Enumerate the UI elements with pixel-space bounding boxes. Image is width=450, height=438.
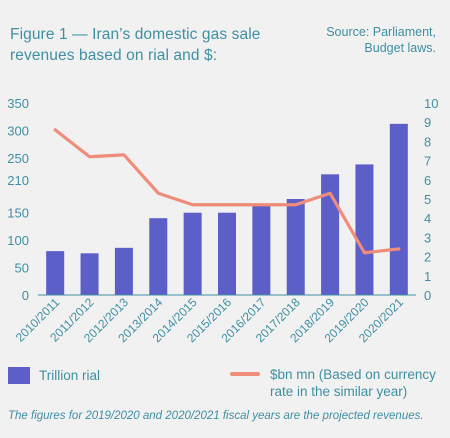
source-line-2: Budget laws. [364, 41, 436, 55]
bar-2013-2014 [149, 218, 168, 295]
y-right-tick-label: 7 [424, 154, 431, 169]
right-axis-ticks: 0 1 2 3 4 5 6 7 8 9 10 [424, 96, 438, 303]
y-right-tick-label: 6 [424, 173, 431, 188]
y-right-tick-label: 0 [424, 288, 431, 303]
y-right-tick-label: 10 [424, 96, 438, 111]
x-axis-ticks: 2010/20112011/20122012/20132013/20142014… [13, 295, 406, 345]
bar-2011-2012 [80, 253, 99, 295]
bar-2018-2019 [321, 174, 340, 295]
y-left-tick-label: 150 [7, 206, 29, 221]
legend-label-trillion-rial: Trillion rial [39, 368, 101, 383]
y-left-tick-label: 250 [7, 151, 29, 166]
bar-2019-2020 [355, 164, 374, 295]
y-right-tick-label: 8 [424, 134, 431, 149]
y-right-tick-label: 2 [424, 250, 431, 265]
bar-2017-2018 [286, 199, 305, 295]
y-left-tick-label: 0 [22, 288, 29, 303]
chart-title: Figure 1 — Iran’s domestic gas sale reve… [10, 26, 261, 64]
y-left-tick-label: 210 [7, 173, 29, 188]
y-left-tick-label: 300 [7, 123, 29, 138]
bar-2012-2013 [114, 247, 133, 295]
source-line-1: Source: Parliament, [326, 25, 436, 39]
y-right-tick-label: 4 [424, 211, 431, 226]
bar-2016-2017 [252, 205, 271, 295]
y-left-tick-label: 350 [7, 96, 29, 111]
bar-2020-2021 [389, 123, 408, 296]
bar-2014-2015 [183, 212, 202, 295]
left-axis-ticks: 0 50 100 150 210 250 300 350 [7, 96, 29, 303]
bar-2015-2016 [218, 212, 236, 295]
chart-source: Source: Parliament, Budget laws. [286, 24, 436, 56]
y-left-tick-label: 50 [15, 261, 29, 276]
legend-label-usd-bn: $bn mn (Based on currency rate in the si… [270, 367, 436, 399]
y-right-tick-label: 1 [424, 269, 431, 284]
legend-swatch-usd-bn [230, 372, 260, 376]
y-right-tick-label: 9 [424, 115, 431, 130]
bar-series [46, 123, 408, 296]
y-right-tick-label: 5 [424, 192, 431, 207]
bar-2010-2011 [46, 251, 65, 295]
legend-swatch-trillion-rial [8, 367, 30, 384]
y-left-tick-label: 100 [7, 233, 29, 248]
y-right-tick-label: 3 [424, 230, 431, 245]
chart-footnote: The figures for 2019/2020 and 2020/2021 … [8, 410, 424, 422]
